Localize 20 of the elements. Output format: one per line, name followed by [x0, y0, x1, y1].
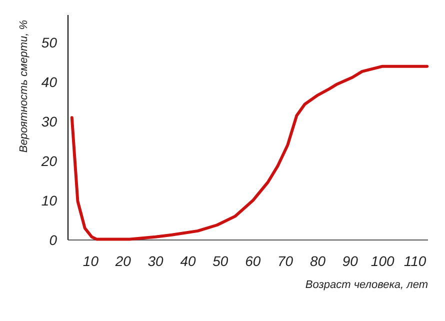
x-tick-label: 60: [245, 253, 261, 269]
x-tick-label: 80: [310, 253, 326, 269]
x-axis-title: Возраст человека, лет: [305, 279, 428, 291]
line-series: [70, 64, 429, 241]
x-tick-label: 30: [148, 253, 164, 269]
x-tick-label: 20: [114, 253, 132, 269]
y-tick-label: 40: [41, 74, 58, 90]
y-tick-label: 20: [40, 153, 58, 170]
x-tick-label: 110: [404, 253, 426, 269]
x-tick-label: 10: [82, 253, 99, 269]
y-tick-label: 0: [49, 232, 58, 248]
x-tick-label: 50: [212, 253, 228, 269]
y-tick-label: 30: [41, 114, 58, 130]
x-tick-label: 90: [342, 253, 358, 269]
x-tick-label: 70: [278, 253, 294, 269]
x-tick-label: 100: [370, 253, 394, 269]
y-tick-label: 50: [41, 34, 58, 51]
y-axis-title: Вероятность смерти, %: [18, 20, 30, 153]
x-tick-label: 40: [180, 253, 196, 269]
y-tick-label: 10: [41, 192, 58, 209]
